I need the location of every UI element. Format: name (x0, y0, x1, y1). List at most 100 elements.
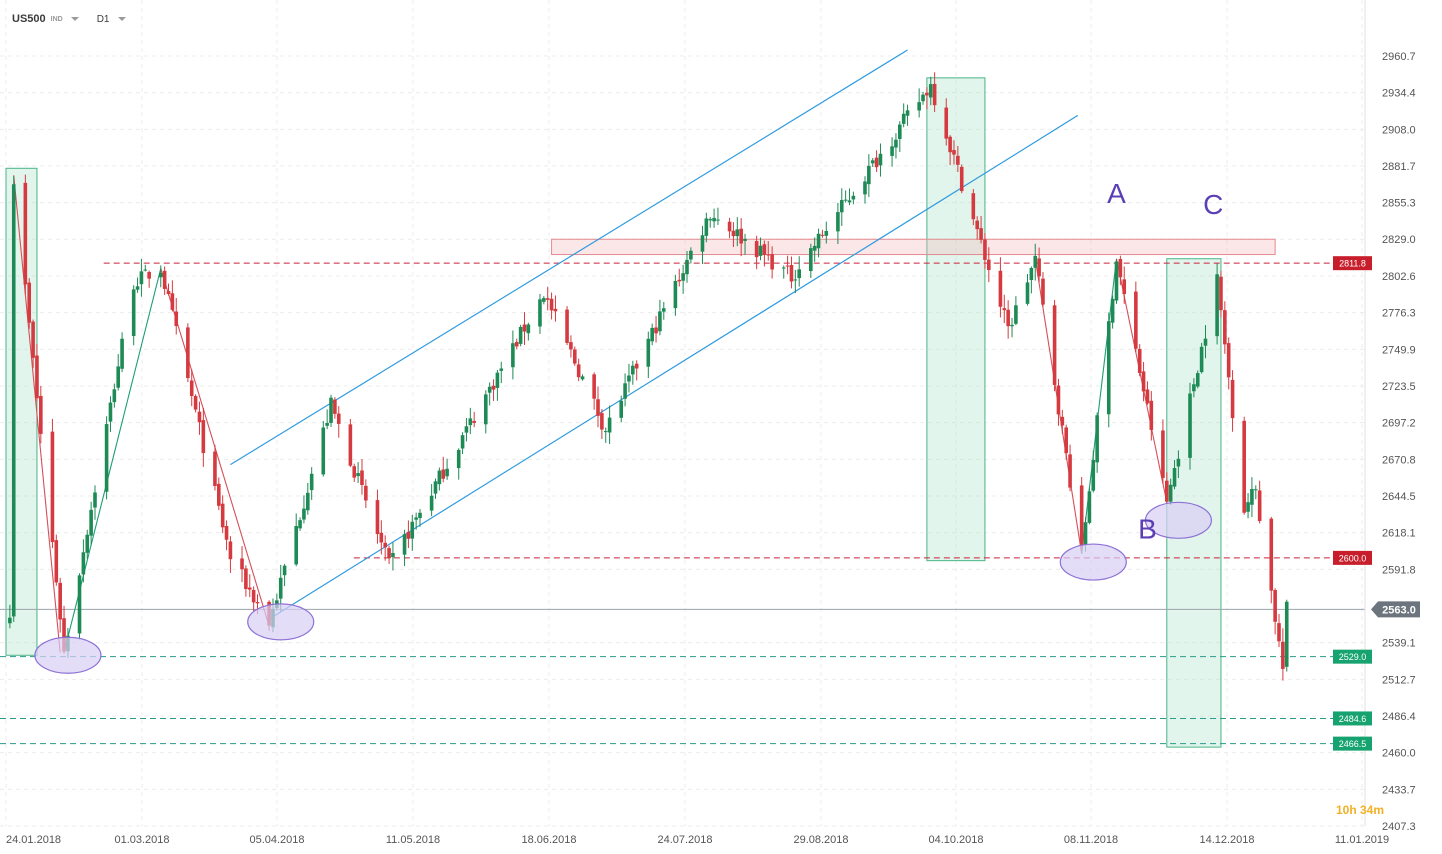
candle (576, 358, 581, 382)
candle (1052, 299, 1057, 392)
candle (1060, 409, 1065, 434)
candle (1195, 370, 1200, 389)
symbol-name[interactable]: US500 (12, 13, 46, 25)
candle (1025, 273, 1030, 306)
candlesticks (8, 72, 1289, 681)
svg-text:2563.0: 2563.0 (1382, 604, 1416, 616)
green-zone-jan (5, 167, 38, 656)
candle (890, 137, 894, 167)
candle (306, 483, 310, 515)
candle (360, 459, 364, 495)
candle (1079, 477, 1084, 550)
price-tick-label: 2749.9 (1382, 344, 1416, 356)
candle (112, 383, 117, 408)
candle (410, 514, 415, 551)
candle (487, 382, 492, 406)
channel-upper-line[interactable] (230, 49, 908, 466)
candle (681, 264, 685, 294)
level-tag-2811.8: 2811.8 (1333, 256, 1372, 271)
candle (553, 295, 558, 322)
price-tick-label: 2618.1 (1382, 528, 1416, 540)
candle (170, 280, 175, 312)
candle (85, 529, 90, 559)
candle (932, 72, 937, 113)
candle (77, 573, 82, 640)
candle (217, 477, 221, 511)
candle (987, 247, 991, 283)
time-axis[interactable]: 24.01.2018 01.03.2018 05.04.2018 11.05.2018… (6, 834, 1389, 846)
candle (1068, 444, 1072, 492)
level-tag-2600.0: 2600.0 (1333, 550, 1372, 565)
timeframe-label[interactable]: D1 (96, 13, 110, 25)
candle (364, 479, 368, 509)
candle (282, 563, 287, 587)
candle (1250, 477, 1254, 518)
zigzag-down (1115, 258, 1168, 503)
candle (240, 546, 244, 583)
candle (54, 534, 59, 586)
candle (770, 246, 774, 279)
candle (1284, 599, 1289, 672)
candle (1246, 493, 1250, 519)
candle (158, 265, 163, 288)
candle (429, 484, 434, 517)
svg-text:2529.0: 2529.0 (1339, 652, 1367, 662)
candle (898, 121, 902, 152)
price-tags: 2811.8 2600.0 2529.0 2484.6 2466.5 2563.0 (1333, 256, 1420, 751)
price-tick-label: 2829.0 (1382, 234, 1416, 246)
candle (1134, 281, 1138, 352)
candle (1215, 263, 1219, 345)
price-axis[interactable]: 2960.7 2934.4 2908.0 2881.7 2855.3 2829.0 2802… (1364, 0, 1416, 833)
candle (456, 448, 461, 480)
candle (809, 243, 813, 279)
candle (762, 240, 767, 267)
candle (1137, 344, 1142, 377)
candle (414, 512, 418, 530)
candle (700, 225, 705, 265)
candle (1192, 378, 1196, 398)
instrument-type-badge: IND (50, 15, 63, 23)
candle (514, 338, 519, 350)
candle (329, 394, 333, 427)
pattern-label-a: A (1107, 178, 1126, 209)
candle (166, 283, 171, 296)
timeframe-dropdown-icon[interactable] (117, 17, 126, 21)
candle (928, 76, 933, 106)
candle (495, 369, 500, 401)
candle (406, 520, 411, 549)
price-tick-label: 2855.3 (1382, 198, 1416, 210)
candle (437, 467, 442, 491)
symbol-dropdown-icon[interactable] (70, 17, 79, 21)
candle (391, 542, 395, 571)
candle (1176, 450, 1181, 479)
price-tick-label: 2407.3 (1382, 821, 1416, 833)
candle (8, 604, 12, 629)
candle (174, 298, 179, 335)
candle (600, 409, 604, 439)
candle (251, 586, 256, 613)
candle (220, 495, 225, 534)
price-tick-label: 2644.5 (1382, 491, 1416, 503)
low-ellipse-feb (34, 636, 102, 674)
price-tick-label: 2723.5 (1382, 381, 1416, 393)
candle (712, 208, 716, 228)
candle (944, 98, 949, 146)
date-tick-label: 01.03.2018 (114, 834, 169, 846)
candle (1029, 266, 1034, 294)
candle (1141, 361, 1146, 402)
candle (325, 409, 329, 430)
candle (116, 354, 121, 391)
candle (418, 509, 422, 527)
price-levels (0, 262, 1365, 745)
candle (379, 520, 384, 555)
candle (93, 485, 97, 520)
price-tick-label: 2802.6 (1382, 271, 1416, 283)
candle (735, 217, 740, 247)
candle (1087, 487, 1092, 525)
candle (878, 143, 883, 177)
candle (956, 145, 960, 173)
candle (247, 574, 252, 598)
candle (1006, 300, 1010, 339)
candle (352, 463, 357, 482)
